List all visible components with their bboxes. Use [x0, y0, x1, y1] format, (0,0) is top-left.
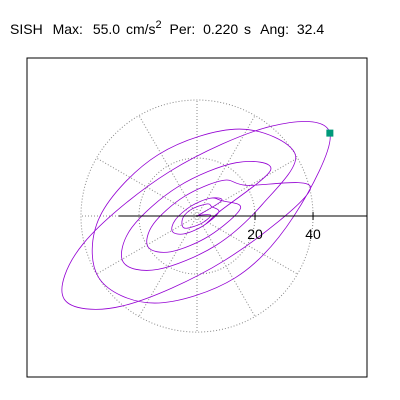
- grid-ray: [196, 215, 298, 275]
- per-value: 0.220: [203, 21, 238, 37]
- grid-ray: [196, 157, 298, 217]
- grid-ray: [196, 215, 256, 317]
- max-unit-exp: 2: [156, 19, 162, 31]
- max-unit: cm/s: [126, 21, 156, 37]
- max-label: Max:: [53, 21, 83, 37]
- grid-ray: [96, 157, 198, 217]
- ang-label: Ang:: [260, 21, 289, 37]
- trace: [61, 121, 331, 310]
- max-value: 55.0: [93, 21, 120, 37]
- grid-ray: [138, 115, 198, 217]
- grid-ray: [138, 215, 198, 317]
- x-tick-label: 20: [247, 226, 263, 242]
- ang-value: 32.4: [297, 21, 324, 37]
- peak-marker: [326, 129, 334, 137]
- station: SISH: [10, 21, 43, 37]
- per-label: Per:: [170, 21, 196, 37]
- plot-frame: [26, 57, 368, 378]
- header: SISH Max: 55.0 cm/s2 Per: 0.220 s Ang: 3…: [10, 15, 324, 37]
- per-unit: s: [244, 21, 251, 37]
- grid-ray: [96, 215, 198, 275]
- grid-ray: [196, 115, 256, 217]
- x-tick-label: 40: [305, 226, 321, 242]
